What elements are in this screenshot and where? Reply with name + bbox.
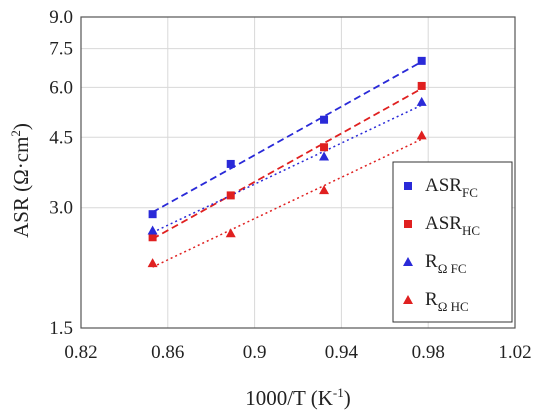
x-tick-labels: 0.82 0.86 0.9 0.94 0.98 1.02 (64, 342, 531, 363)
legend-box (392, 161, 513, 323)
fit-line-series-0 (152, 60, 423, 213)
plot-frame (80, 16, 516, 329)
x-axis-title-text: 1000/T (K (245, 386, 333, 410)
data-point-series-3 (147, 258, 158, 268)
data-point-series-0 (148, 210, 157, 219)
legend-label: RΩ HC (425, 289, 469, 314)
data-point-series-1 (320, 143, 329, 152)
x-axis-title-sup: -1 (333, 385, 344, 400)
fit-lines (152, 60, 423, 268)
fit-line-series-3 (152, 138, 423, 268)
y-axis-title-suffix: ) (9, 123, 33, 130)
x-tick-label: 0.86 (151, 342, 184, 363)
data-point-series-3 (225, 228, 236, 238)
data-point-series-1 (417, 81, 426, 90)
legend: ASRFC ASRHC RΩ FC RΩ HC (392, 161, 513, 323)
x-tick-label: 0.94 (325, 342, 359, 363)
legend-marker (404, 182, 412, 190)
data-point-series-2 (319, 151, 330, 161)
legend-marker (403, 257, 413, 266)
y-axis-title-text: ASR (Ω·cm (9, 137, 33, 238)
data-point-series-3 (416, 130, 427, 140)
legend-marker (404, 220, 412, 228)
legend-label: ASRFC (425, 175, 478, 200)
fit-line-series-2 (152, 104, 423, 234)
data-point-series-2 (416, 96, 427, 106)
data-point-series-1 (226, 191, 235, 200)
y-tick-label: 3.0 (49, 198, 73, 219)
y-tick-label: 1.5 (49, 318, 73, 339)
data-markers (147, 56, 427, 268)
y-tick-label: 7.5 (49, 39, 73, 60)
legend-marker (403, 295, 413, 304)
y-axis-title-sup: 2 (8, 130, 23, 137)
data-point-series-3 (319, 185, 330, 195)
y-axis-title: ASR (Ω·cm2) (8, 123, 33, 238)
data-point-series-2 (147, 225, 158, 235)
x-tick-label: 0.82 (64, 342, 97, 363)
legend-label: ASRHC (425, 213, 480, 238)
data-point-series-0 (417, 56, 426, 65)
x-tick-label: 1.02 (498, 342, 531, 363)
y-tick-labels: 1.5 3.0 4.5 6.0 7.5 9.0 (49, 7, 73, 339)
data-point-series-0 (320, 115, 329, 124)
legend-label: RΩ FC (425, 251, 467, 276)
data-point-series-1 (148, 233, 157, 242)
y-tick-label: 4.5 (49, 127, 73, 148)
x-axis-title-suffix: ) (344, 386, 351, 410)
y-tick-label: 9.0 (49, 7, 73, 28)
y-tick-label: 6.0 (49, 77, 73, 98)
data-point-series-0 (226, 159, 235, 168)
x-tick-label: 0.9 (243, 342, 267, 363)
x-tick-label: 0.98 (412, 342, 445, 363)
x-axis-title: 1000/T (K-1) (245, 385, 351, 410)
fit-line-series-1 (152, 87, 423, 240)
